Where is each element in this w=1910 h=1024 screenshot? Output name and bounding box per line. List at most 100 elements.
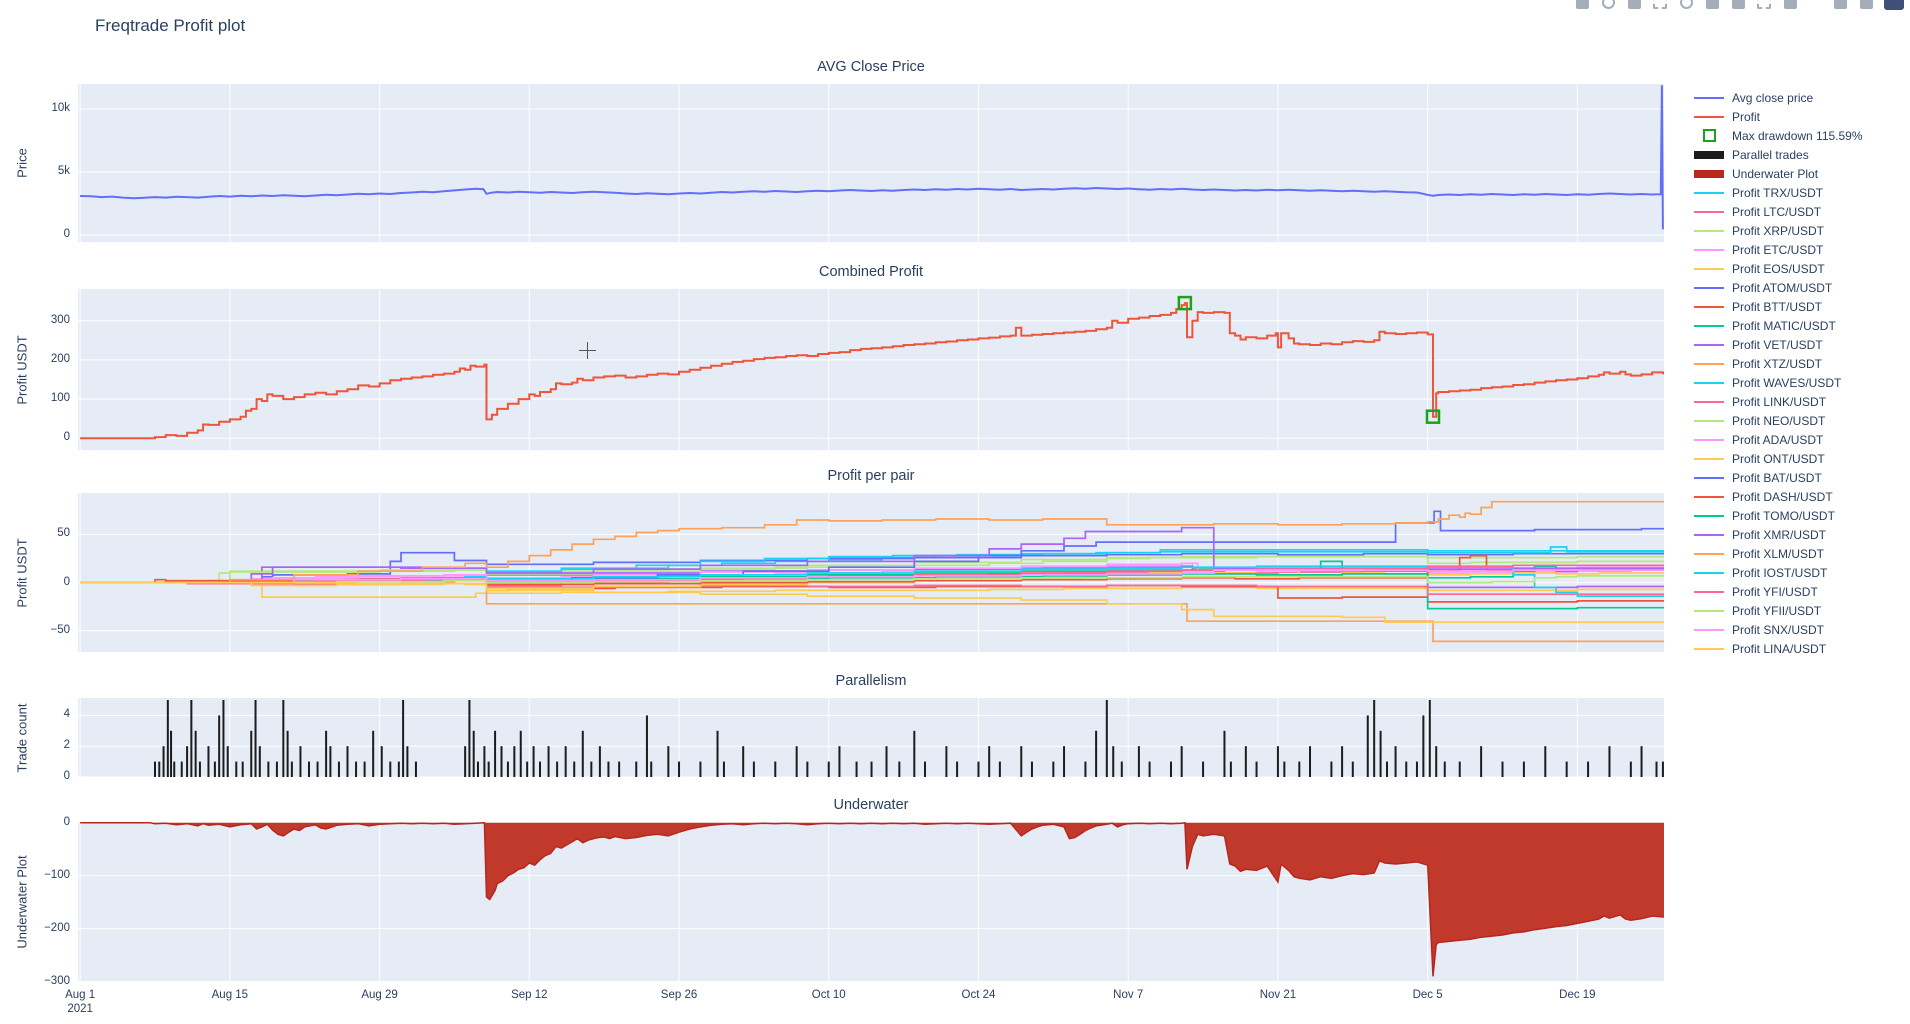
legend-item-profit-ont-usdt[interactable]: Profit ONT/USDT — [1694, 449, 1863, 468]
trade-count-bar[interactable] — [1629, 761, 1632, 777]
trade-count-bar[interactable] — [590, 761, 593, 777]
trade-count-bar[interactable] — [564, 746, 567, 777]
hover-closest-icon[interactable] — [1832, 0, 1848, 9]
trade-count-bar[interactable] — [532, 746, 535, 777]
legend-item-profit-atom-usdt[interactable]: Profit ATOM/USDT — [1694, 278, 1863, 297]
trade-count-bar[interactable] — [1169, 761, 1172, 777]
trade-count-bar[interactable] — [1148, 761, 1151, 777]
legend-item-profit-yfi-usdt[interactable]: Profit YFI/USDT — [1694, 582, 1863, 601]
trade-count-bar[interactable] — [1202, 761, 1205, 777]
trade-count-bar[interactable] — [998, 761, 1001, 777]
trade-count-bar[interactable] — [1435, 746, 1438, 777]
series-line-avg-close-price[interactable] — [80, 85, 1664, 230]
trade-count-bar[interactable] — [1063, 746, 1066, 777]
trade-count-bar[interactable] — [194, 730, 197, 777]
trade-count-bar[interactable] — [389, 761, 392, 777]
trade-count-bar[interactable] — [573, 761, 576, 777]
legend-item-profit-vet-usdt[interactable]: Profit VET/USDT — [1694, 335, 1863, 354]
trade-count-bar[interactable] — [363, 761, 366, 777]
trade-count-bar[interactable] — [1351, 761, 1354, 777]
trade-count-bar[interactable] — [519, 730, 522, 777]
trade-count-bar[interactable] — [547, 746, 550, 777]
trade-count-bar[interactable] — [218, 715, 221, 777]
trade-count-bar[interactable] — [154, 761, 157, 777]
trade-count-bar[interactable] — [1587, 761, 1590, 777]
trade-count-bar[interactable] — [190, 700, 193, 777]
trade-count-bar[interactable] — [198, 761, 201, 777]
trade-count-bar[interactable] — [397, 761, 400, 777]
trade-count-bar[interactable] — [1030, 761, 1033, 777]
trade-count-bar[interactable] — [806, 761, 809, 777]
plotly-logo[interactable] — [1884, 0, 1904, 10]
trade-count-bar[interactable] — [1394, 746, 1397, 777]
underwater-area[interactable] — [80, 822, 1664, 977]
trade-count-bar[interactable] — [716, 730, 719, 777]
legend-item-profit-yfii-usdt[interactable]: Profit YFII/USDT — [1694, 601, 1863, 620]
trade-count-bar[interactable] — [556, 761, 559, 777]
trade-count-bar[interactable] — [414, 761, 417, 777]
trade-count-bar[interactable] — [924, 761, 927, 777]
trade-count-bar[interactable] — [346, 746, 349, 777]
legend-item-profit-bat-usdt[interactable]: Profit BAT/USDT — [1694, 468, 1863, 487]
trade-count-bar[interactable] — [678, 761, 681, 777]
autoscale-icon[interactable] — [1756, 0, 1772, 9]
trade-count-bar[interactable] — [855, 761, 858, 777]
trade-count-bar[interactable] — [977, 761, 980, 777]
plot-canvas[interactable] — [78, 84, 1664, 242]
trade-count-bar[interactable] — [1120, 761, 1123, 777]
trade-count-bar[interactable] — [483, 746, 486, 777]
trade-count-bar[interactable] — [1544, 746, 1547, 777]
legend-item-profit[interactable]: Profit — [1694, 107, 1863, 126]
trade-count-bar[interactable] — [290, 761, 293, 777]
trade-count-bar[interactable] — [254, 700, 257, 777]
box-select-icon[interactable] — [1652, 0, 1668, 9]
plot-area[interactable] — [78, 698, 1664, 777]
plot-canvas[interactable] — [78, 822, 1664, 982]
max-drawdown-marker[interactable] — [1425, 409, 1441, 424]
trade-count-bar[interactable] — [1229, 761, 1232, 777]
trade-count-bar[interactable] — [299, 746, 302, 777]
series-line-profit-snx-usdt[interactable] — [80, 569, 1664, 584]
trade-count-bar[interactable] — [173, 761, 176, 777]
trade-count-bar[interactable] — [1422, 715, 1425, 777]
trade-count-bar[interactable] — [898, 761, 901, 777]
trade-count-bar[interactable] — [180, 761, 183, 777]
trade-count-bar[interactable] — [213, 761, 216, 777]
trade-count-bar[interactable] — [1020, 746, 1023, 777]
legend-item-profit-ltc-usdt[interactable]: Profit LTC/USDT — [1694, 202, 1863, 221]
hover-compare-icon[interactable] — [1858, 0, 1874, 9]
plot-canvas[interactable] — [78, 493, 1664, 652]
trade-count-bar[interactable] — [1405, 761, 1408, 777]
trade-count-bar[interactable] — [1180, 746, 1183, 777]
trade-count-bar[interactable] — [235, 761, 238, 777]
trade-count-bar[interactable] — [487, 761, 490, 777]
legend-item-profit-iost-usdt[interactable]: Profit IOST/USDT — [1694, 563, 1863, 582]
trade-count-bar[interactable] — [468, 700, 471, 777]
trade-count-bar[interactable] — [1244, 746, 1247, 777]
trade-count-bar[interactable] — [795, 746, 798, 777]
legend-item-profit-xtz-usdt[interactable]: Profit XTZ/USDT — [1694, 354, 1863, 373]
trade-count-bar[interactable] — [282, 700, 285, 777]
series-line-profit[interactable] — [80, 302, 1664, 440]
trade-count-bar[interactable] — [699, 761, 702, 777]
trade-count-bar[interactable] — [1255, 761, 1258, 777]
trade-count-bar[interactable] — [1480, 746, 1483, 777]
lasso-icon[interactable] — [1678, 0, 1694, 9]
legend-item-profit-ada-usdt[interactable]: Profit ADA/USDT — [1694, 430, 1863, 449]
trade-count-bar[interactable] — [1052, 761, 1055, 777]
trade-count-bar[interactable] — [1283, 761, 1286, 777]
max-drawdown-marker[interactable] — [1177, 295, 1193, 311]
trade-count-bar[interactable] — [170, 730, 173, 777]
trade-count-bar[interactable] — [316, 761, 319, 777]
legend-item-profit-btt-usdt[interactable]: Profit BTT/USDT — [1694, 297, 1863, 316]
trade-count-bar[interactable] — [494, 730, 497, 777]
trade-count-bar[interactable] — [1655, 761, 1658, 777]
trade-count-bar[interactable] — [645, 715, 648, 777]
trade-count-bar[interactable] — [598, 746, 601, 777]
legend-item-profit-eos-usdt[interactable]: Profit EOS/USDT — [1694, 259, 1863, 278]
trade-count-bar[interactable] — [1661, 761, 1664, 777]
trade-count-bar[interactable] — [1298, 761, 1301, 777]
trade-count-bar[interactable] — [506, 761, 509, 777]
trade-count-bar[interactable] — [329, 746, 332, 777]
trade-count-bar[interactable] — [226, 746, 229, 777]
